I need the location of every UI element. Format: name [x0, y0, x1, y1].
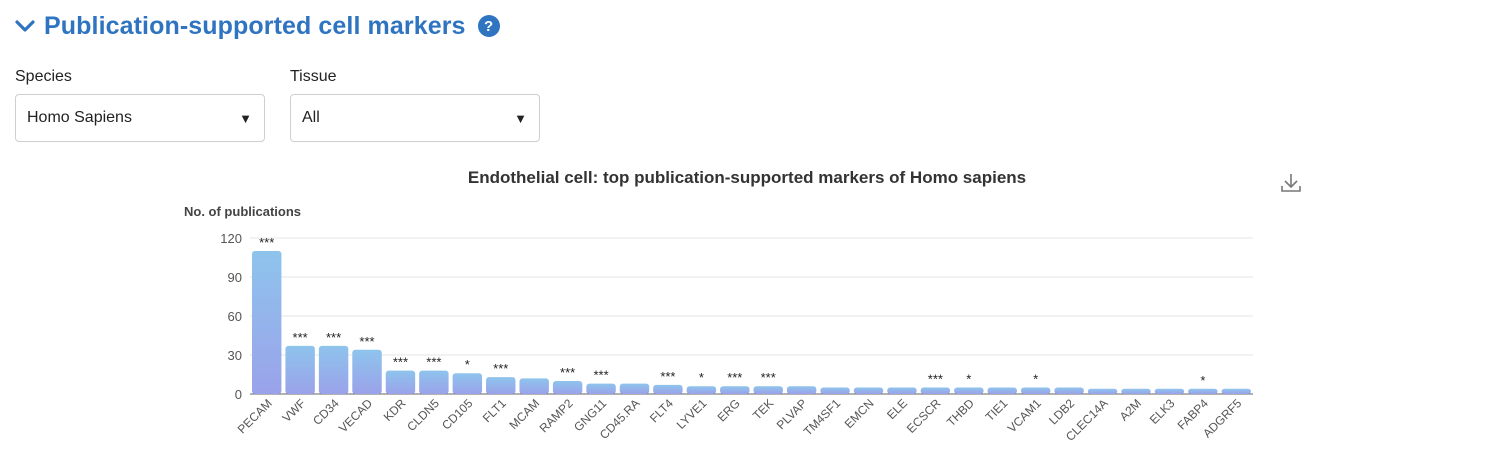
species-select[interactable]: Homo Sapiens ▼	[15, 94, 265, 142]
significance-label: ***	[259, 235, 274, 250]
chart: No. of publications 0 30 60 90 120 *** PECAM ***…	[0, 160, 1491, 467]
bar-vcam1	[1020, 387, 1051, 394]
chevron-down-icon[interactable]	[14, 15, 36, 37]
bar-ele	[887, 387, 917, 394]
section-title: Publication-supported cell markers	[44, 11, 466, 40]
significance-label: *	[1200, 373, 1205, 388]
bar-flt1	[486, 377, 516, 394]
bar-flt4	[653, 384, 683, 394]
significance-label: *	[465, 357, 470, 372]
bar-plvap	[786, 386, 817, 394]
y-tick-label: 90	[228, 270, 242, 285]
bar-kdr	[385, 370, 416, 394]
bar-mcam	[519, 378, 549, 394]
bar-cd105	[452, 373, 483, 394]
x-tick-label: ELK3	[1147, 396, 1178, 427]
y-axis-label: No. of publications	[184, 204, 301, 219]
x-tick-label: RAMP2	[537, 396, 576, 435]
y-tick-label: 60	[228, 309, 242, 324]
significance-label: ***	[293, 330, 308, 345]
significance-label: ***	[359, 334, 374, 349]
species-label: Species	[15, 68, 72, 85]
significance-label: ***	[593, 368, 608, 383]
x-tick-label: ELE	[884, 396, 910, 422]
significance-label: *	[1033, 372, 1038, 387]
bar-adgrf5	[1221, 388, 1251, 394]
x-tick-label: VCAM1	[1005, 396, 1044, 435]
bar-cd45-ra	[619, 383, 650, 394]
download-icon[interactable]	[1280, 172, 1302, 194]
bar-tek	[753, 386, 783, 394]
caret-down-icon: ▼	[514, 110, 527, 126]
bar-elk3	[1154, 388, 1185, 394]
bar-lyve1	[686, 386, 717, 394]
bar-vecad	[352, 349, 382, 394]
species-value: Homo Sapiens	[27, 109, 132, 126]
x-tick-label: CLDN5	[404, 396, 442, 434]
bar-thbd	[954, 387, 984, 394]
bar-tm4sf1	[820, 387, 850, 394]
x-tick-label: FLT4	[647, 396, 676, 425]
bar-fabp4	[1188, 388, 1218, 394]
x-tick-label: VWF	[280, 396, 309, 425]
bar-emcn	[853, 387, 884, 394]
significance-label: ***	[928, 372, 943, 387]
species-filter: Species Homo Sapiens ▼	[15, 68, 265, 142]
section-header[interactable]: Publication-supported cell markers ?	[14, 8, 500, 44]
x-tick-label: LDB2	[1046, 396, 1077, 427]
significance-label: *	[966, 372, 971, 387]
x-tick-label: CD105	[439, 396, 476, 433]
x-tick-label: FLT1	[480, 396, 509, 425]
significance-label: ***	[560, 365, 575, 380]
x-tick-label: TEK	[750, 396, 776, 422]
significance-label: *	[699, 370, 704, 385]
bar-ldb2	[1054, 387, 1084, 394]
significance-label: ***	[326, 330, 341, 345]
x-tick-label: THBD	[944, 396, 977, 429]
significance-label: ***	[493, 361, 508, 376]
x-tick-label: A2M	[1117, 396, 1144, 423]
significance-label: ***	[727, 370, 742, 385]
bar-a2m	[1121, 388, 1151, 394]
x-tick-label: PECAM	[235, 396, 275, 436]
bar-ecscr	[920, 387, 951, 394]
y-tick-label: 120	[220, 231, 242, 246]
x-tick-label: ERG	[715, 396, 743, 424]
bar-tie1	[987, 387, 1017, 394]
y-tick-label: 30	[228, 348, 242, 363]
bar-vwf	[285, 345, 315, 394]
bar-cd34	[318, 345, 349, 394]
significance-label: ***	[426, 355, 441, 370]
bar-gng11	[586, 383, 616, 394]
bar-ramp2	[552, 381, 583, 394]
x-tick-label: VECAD	[336, 396, 375, 435]
tissue-value: All	[302, 109, 320, 126]
x-tick-label: TM4SF1	[801, 396, 844, 439]
bar-clec14a	[1087, 388, 1118, 394]
x-tick-label: EMCN	[842, 396, 877, 431]
x-tick-label: TIE1	[983, 396, 1011, 424]
question-icon[interactable]: ?	[477, 15, 500, 37]
significance-label: ***	[393, 355, 408, 370]
chart-title: Endothelial cell: top publication-suppor…	[467, 168, 1027, 187]
bar-pecam	[252, 251, 282, 394]
caret-down-icon: ▼	[239, 110, 252, 126]
tissue-filter: Tissue All ▼	[290, 68, 540, 142]
tissue-label: Tissue	[290, 68, 337, 85]
x-tick-label: LYVE1	[674, 396, 710, 432]
y-tick-label: 0	[235, 387, 242, 402]
tissue-select[interactable]: All ▼	[290, 94, 540, 142]
significance-label: ***	[660, 369, 675, 384]
bar-erg	[720, 386, 750, 394]
significance-label: ***	[761, 370, 776, 385]
x-tick-label: KDR	[381, 396, 409, 424]
bar-cldn5	[419, 370, 449, 394]
x-tick-label: ECSCR	[904, 396, 944, 436]
